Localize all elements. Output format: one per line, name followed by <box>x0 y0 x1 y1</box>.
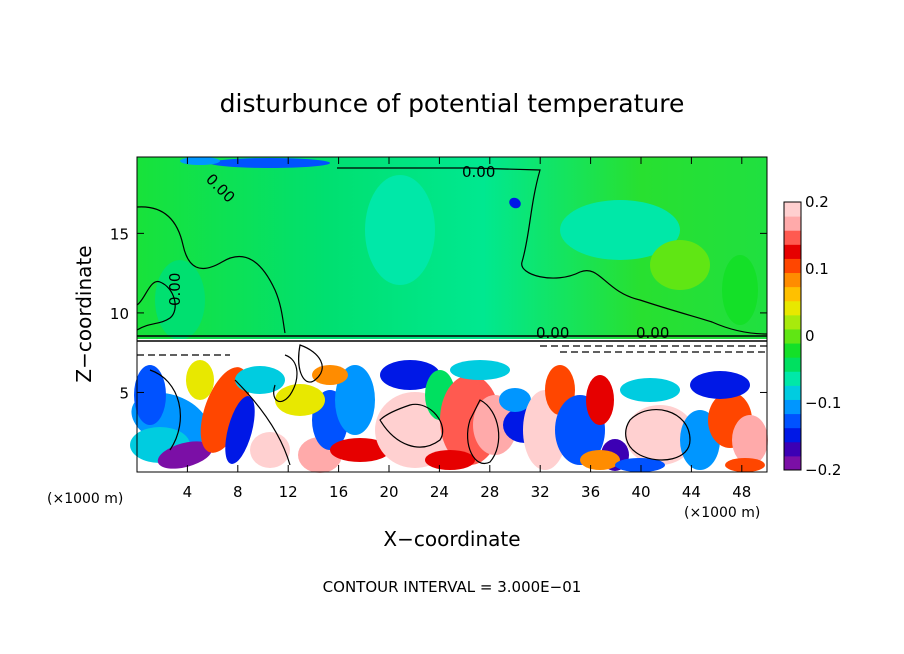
contour-label: 0.00 <box>536 324 569 342</box>
x-unit-right: (×1000 m) <box>684 505 760 521</box>
colorbar-swatch <box>784 427 801 443</box>
contour-lower-2 <box>234 379 291 466</box>
anomaly-blob <box>186 360 214 400</box>
lower-layer-anomalies <box>130 360 768 473</box>
colorbar-swatch <box>784 202 801 217</box>
anomaly-blob <box>586 375 614 425</box>
colorbar-frame <box>783 201 802 471</box>
anomaly-blob <box>180 157 220 165</box>
colorbar-swatch <box>784 258 801 274</box>
anomaly-blob <box>312 365 348 385</box>
colorbar-swatch <box>784 441 801 457</box>
anomaly-blob <box>725 458 765 472</box>
anomaly-blob <box>473 395 517 455</box>
x-tick-label: 12 <box>279 483 298 501</box>
colorbar-swatch <box>784 413 801 429</box>
contour-lines <box>136 167 768 466</box>
anomaly-blob <box>425 450 475 470</box>
upper-layer-anomalies <box>155 157 758 340</box>
contour-upper-left2 <box>136 281 176 331</box>
contour-lower-1 <box>149 369 181 451</box>
anomaly-blob <box>732 415 768 465</box>
contour-upper-left <box>136 206 286 334</box>
contour-lower-6 <box>273 354 298 403</box>
anomaly-blob <box>250 432 290 468</box>
colorbar-swatch <box>784 286 801 302</box>
colorbar-swatch <box>784 371 801 386</box>
contour-label: 0.00 <box>636 324 669 342</box>
colorbar-swatch <box>784 300 801 316</box>
anomaly-blob <box>235 366 285 394</box>
anomaly-blob <box>615 458 665 472</box>
colorbar-swatch <box>784 328 801 344</box>
colorbar-swatch <box>784 385 801 400</box>
colorbar-swatch <box>784 455 801 471</box>
y-tick-label: 15 <box>110 225 129 243</box>
colorbar-swatch <box>784 357 801 372</box>
x-tick-label: 32 <box>531 483 550 501</box>
plot-frame <box>136 156 768 473</box>
x-tick-label: 44 <box>682 483 701 501</box>
colorbar: 0.2 0.1 0 −0.1 −0.2 <box>783 193 841 479</box>
anomaly-blob <box>275 384 325 416</box>
anomaly-blob <box>335 365 375 435</box>
anomaly-blob <box>499 388 531 412</box>
anomaly-blob <box>580 450 620 470</box>
colorbar-tick-label: −0.2 <box>805 461 841 479</box>
y-tick-label: 10 <box>110 305 129 323</box>
x-tick-label: 16 <box>329 483 348 501</box>
anomaly-blob <box>625 405 695 465</box>
colorbar-swatch <box>784 343 801 358</box>
y-tick-label: 5 <box>119 384 129 402</box>
colorbar-swatch <box>784 314 801 330</box>
anomaly-blob <box>365 175 435 285</box>
contour-lower-3 <box>379 403 444 448</box>
colorbar-swatch <box>784 244 801 259</box>
y-axis-label: Z−coordinate <box>72 245 96 382</box>
y-axis: 5 10 15 <box>110 225 767 402</box>
x-tick-label: 8 <box>233 483 243 501</box>
x-tick-label: 36 <box>581 483 600 501</box>
anomaly-blob <box>225 396 255 464</box>
x-tick-label: 4 <box>183 483 193 501</box>
plot-area: 0.00 0.00 0.00 0.00 0.00 <box>130 156 768 473</box>
colorbar-swatch <box>784 216 801 231</box>
x-unit-left: (×1000 m) <box>47 491 123 507</box>
anomaly-blob <box>620 378 680 402</box>
x-tick-label: 28 <box>480 483 499 501</box>
anomaly-blob <box>134 365 166 425</box>
contour-lower-5 <box>625 409 691 461</box>
anomaly-blob <box>690 371 750 399</box>
x-tick-label: 48 <box>732 483 751 501</box>
anomaly-blob <box>650 240 710 290</box>
colorbar-tick-label: 0.1 <box>805 260 829 278</box>
anomaly-blob <box>330 438 390 462</box>
contour-label: 0.00 <box>462 163 495 181</box>
contour-lower-4 <box>466 399 500 465</box>
anomaly-blob <box>210 158 330 168</box>
contour-upper-top <box>337 167 768 335</box>
x-tick-label: 20 <box>379 483 398 501</box>
anomaly-blob <box>722 255 758 325</box>
contour-lower-7 <box>298 344 323 383</box>
colorbar-tick-label: 0 <box>805 327 815 345</box>
colorbar-swatch <box>784 272 801 288</box>
x-axis: 4 8 12 16 20 24 28 32 36 40 44 48 <box>183 157 751 501</box>
colorbar-tick-label: 0.2 <box>805 193 829 211</box>
anomaly-blob <box>509 197 521 209</box>
anomaly-blob <box>380 360 440 390</box>
colorbar-tick-label: −0.1 <box>805 394 841 412</box>
contour-label: 0.00 <box>166 273 184 306</box>
anomaly-blob <box>450 360 510 380</box>
x-axis-label: X−coordinate <box>383 527 520 551</box>
colorbar-swatch <box>784 230 801 245</box>
anomaly-blob <box>200 367 250 453</box>
anomaly-blob <box>560 200 680 260</box>
x-tick-label: 24 <box>430 483 449 501</box>
chart-title: disturbunce of potential temperature <box>220 89 685 118</box>
colorbar-swatch <box>784 399 801 415</box>
x-tick-label: 40 <box>631 483 650 501</box>
contour-interval-note: CONTOUR INTERVAL = 3.000E−01 <box>323 578 582 596</box>
